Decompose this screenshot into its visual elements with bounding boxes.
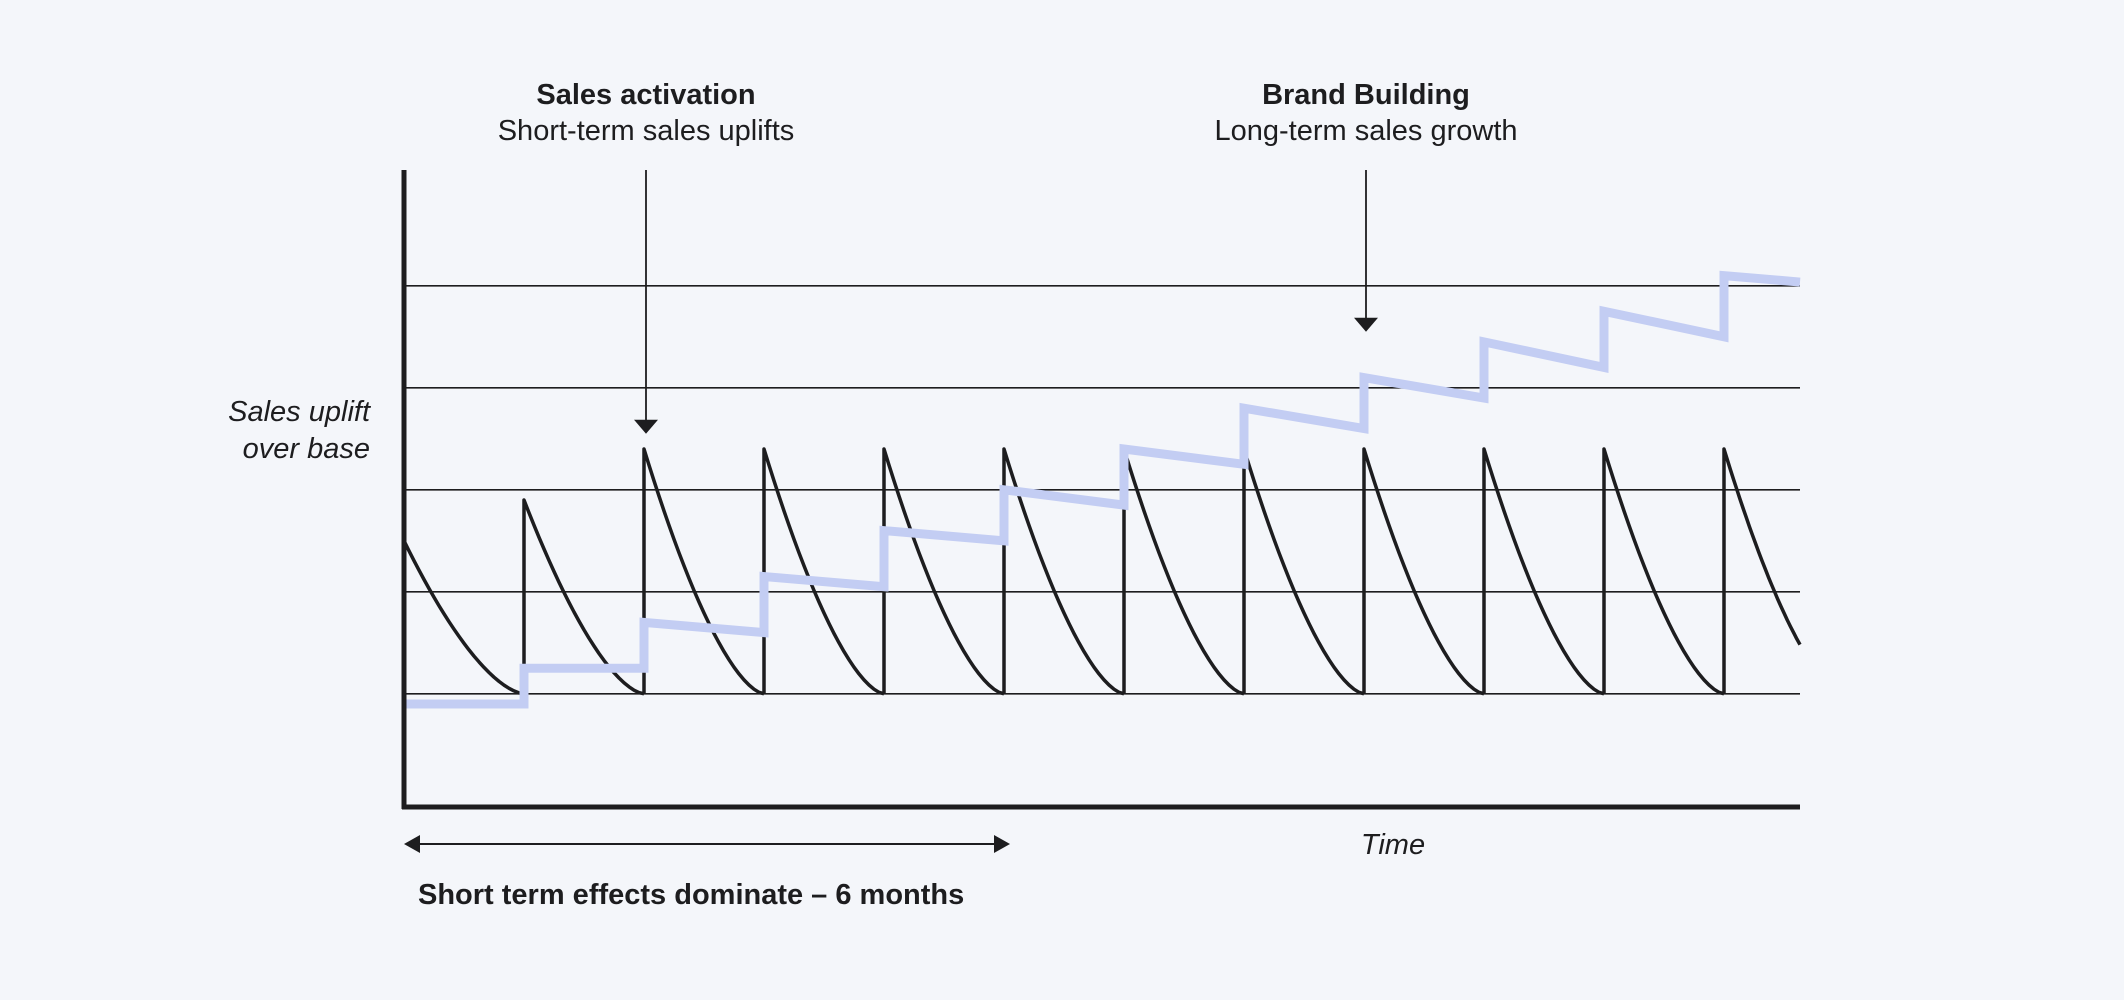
- spike-curve: [642, 447, 765, 696]
- spike-curve: [522, 498, 645, 696]
- annotation-arrow-head: [1354, 317, 1378, 332]
- spike-curve: [762, 447, 885, 696]
- spike-curve: [1122, 447, 1245, 696]
- annotation-brand-building-title: Brand Building: [1262, 79, 1470, 111]
- y-axis-label-line1: Sales uplift: [228, 396, 372, 428]
- spike-curve: [402, 540, 525, 696]
- growth-step-line: [404, 270, 1801, 709]
- spike-curve: [1602, 447, 1725, 696]
- spike-curve: [882, 447, 1005, 696]
- spike-curve: [1242, 447, 1365, 696]
- long-term-series: [404, 270, 1801, 709]
- annotation-brand-building-subtitle: Long-term sales growth: [1214, 115, 1517, 147]
- gridlines: [404, 284, 1800, 695]
- spike-curve: [1002, 447, 1125, 696]
- annotation-sales-activation-title: Sales activation: [536, 79, 755, 111]
- axes: [401, 170, 1800, 810]
- span-arrowhead-left: [404, 835, 420, 853]
- span-arrowhead-right: [994, 835, 1010, 853]
- annotation-arrow-head: [634, 419, 658, 434]
- x-axis-label: Time: [1361, 829, 1425, 861]
- spike-curve: [1722, 447, 1802, 694]
- short-term-series: [402, 447, 1802, 696]
- annotation-arrows: [634, 170, 1378, 434]
- spike-curve: [1482, 447, 1605, 696]
- y-axis-label-line2: over base: [243, 433, 370, 465]
- spike-curve: [1362, 447, 1485, 696]
- span-label: Short term effects dominate – 6 months: [418, 879, 964, 911]
- annotation-sales-activation-subtitle: Short-term sales uplifts: [498, 115, 795, 147]
- span-arrow: [404, 835, 1010, 853]
